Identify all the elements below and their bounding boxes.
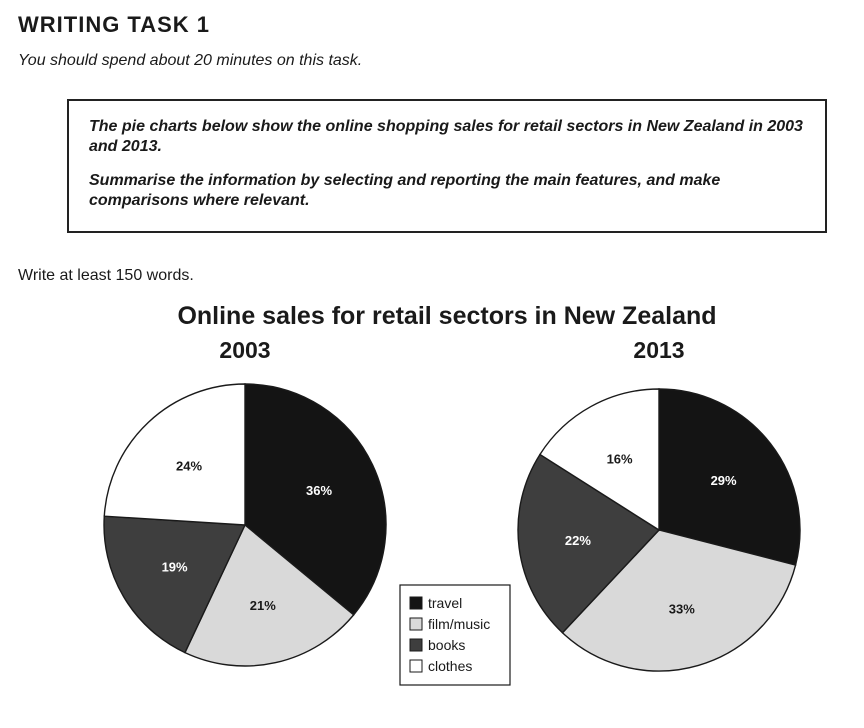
legend-label-books: books <box>428 637 465 653</box>
pie-slice-2013-clothes <box>538 388 660 532</box>
task-prompt-box: The pie charts below show the online sho… <box>67 99 827 233</box>
word-limit-note: Write at least 150 words. <box>18 267 194 284</box>
slice-label-2003-travel: 36% <box>306 483 332 498</box>
pie-slice-2003-film-music <box>184 523 355 667</box>
pies-group: 36% 21% 19% 24% 29% 33% 22% 16% <box>103 383 801 672</box>
pie-title-2013: 2013 <box>633 337 684 363</box>
legend-swatch-film-music <box>409 617 423 631</box>
slice-label-2003-film-music: 21% <box>250 598 276 613</box>
legend-swatch-travel <box>409 596 423 610</box>
slice-label-2003-books: 19% <box>162 560 188 575</box>
pie-slice-2003-clothes <box>103 383 246 526</box>
prompt-instruction: Summarise the information by selecting a… <box>89 172 721 209</box>
slice-label-2013-film-music: 33% <box>669 602 695 617</box>
legend-label-film-music: film/music <box>428 616 490 632</box>
pie-slice-2003-books <box>103 515 247 654</box>
legend-label-travel: travel <box>428 595 462 611</box>
pie-slice-2013-film-music <box>561 529 797 672</box>
chart-title: Online sales for retail sectors in New Z… <box>177 302 716 330</box>
pie-title-2003: 2003 <box>219 337 270 363</box>
legend-label-clothes: clothes <box>428 658 472 674</box>
pie-slice-2003-travel <box>244 383 387 616</box>
pie-slice-2013-books <box>517 453 661 634</box>
task-title: WRITING TASK 1 <box>18 12 211 37</box>
pie-charts-figure: Online sales for retail sectors in New Z… <box>103 302 801 686</box>
time-instruction: You should spend about 20 minutes on thi… <box>18 52 363 69</box>
slice-label-2013-books: 22% <box>565 533 591 548</box>
prompt-description: The pie charts below show the online sho… <box>89 118 803 155</box>
legend-swatch-books <box>409 638 423 652</box>
pie-slice-2013-travel <box>658 388 801 566</box>
slice-label-2003-clothes: 24% <box>176 458 202 473</box>
slice-label-2013-clothes: 16% <box>607 451 633 466</box>
slice-label-2013-travel: 29% <box>711 473 737 488</box>
legend-swatch-clothes <box>409 659 423 673</box>
chart-legend: travel film/music books clothes <box>399 584 511 686</box>
